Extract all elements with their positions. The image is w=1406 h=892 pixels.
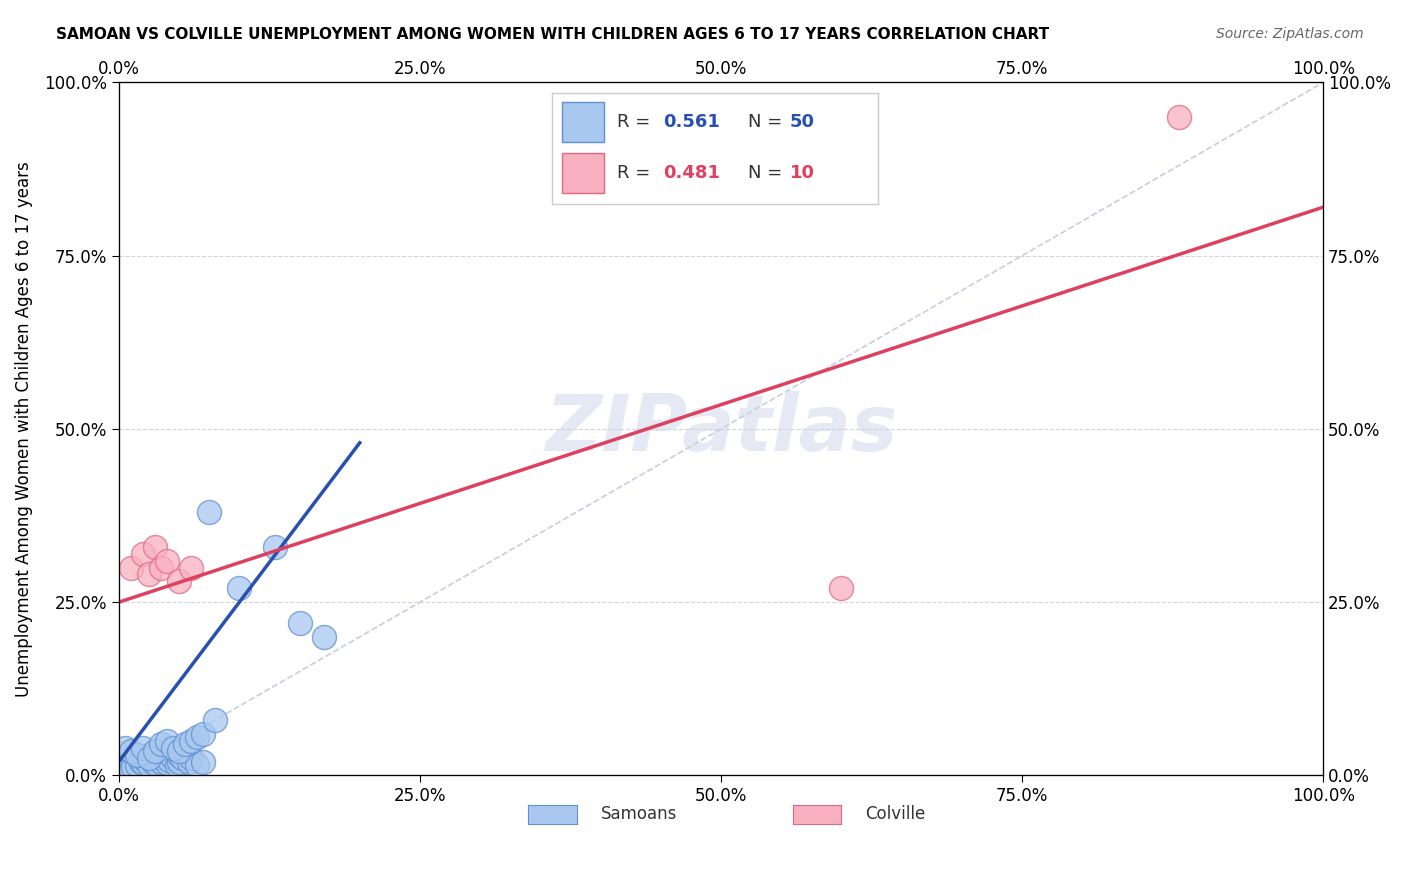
Point — [830, 582, 852, 596]
Text: SAMOAN VS COLVILLE UNEMPLOYMENT AMONG WOMEN WITH CHILDREN AGES 6 TO 17 YEARS COR: SAMOAN VS COLVILLE UNEMPLOYMENT AMONG WO… — [56, 27, 1049, 42]
Point — [198, 505, 221, 519]
Point — [153, 751, 176, 765]
Y-axis label: Unemployment Among Women with Children Ages 6 to 17 years: Unemployment Among Women with Children A… — [15, 161, 32, 697]
Point — [122, 760, 145, 774]
Point — [150, 560, 173, 574]
Point — [120, 560, 142, 574]
Point — [125, 747, 148, 762]
Point — [117, 762, 139, 776]
Text: Source: ZipAtlas.com: Source: ZipAtlas.com — [1216, 27, 1364, 41]
Point — [204, 713, 226, 727]
Point — [174, 737, 197, 751]
Text: ZIPatlas: ZIPatlas — [546, 391, 897, 467]
Point — [167, 755, 190, 769]
Point — [142, 755, 165, 769]
Point — [120, 744, 142, 758]
Point — [177, 755, 200, 769]
Point — [125, 758, 148, 772]
Point — [186, 758, 208, 772]
Point — [1167, 110, 1189, 124]
Point — [193, 727, 215, 741]
Point — [138, 567, 160, 582]
Point — [264, 540, 287, 554]
Point — [166, 758, 188, 772]
Point — [312, 630, 335, 644]
Point — [167, 574, 190, 589]
Point — [159, 753, 181, 767]
Point — [138, 751, 160, 765]
Point — [156, 747, 179, 762]
Point — [138, 758, 160, 772]
Point — [167, 747, 190, 762]
Point — [132, 547, 155, 561]
Point — [134, 753, 156, 767]
Text: Colville: Colville — [866, 805, 925, 822]
Point — [180, 751, 202, 765]
Point — [143, 744, 166, 758]
Point — [174, 744, 197, 758]
Point — [180, 560, 202, 574]
Point — [162, 740, 184, 755]
Point — [170, 751, 193, 765]
Point — [180, 733, 202, 747]
Point — [138, 747, 160, 762]
Point — [156, 733, 179, 747]
Point — [162, 751, 184, 765]
Point — [150, 755, 173, 769]
Point — [132, 740, 155, 755]
Point — [146, 758, 169, 772]
Point — [167, 744, 190, 758]
Point — [132, 756, 155, 770]
Point — [143, 540, 166, 554]
Point — [288, 615, 311, 630]
Point — [143, 751, 166, 765]
Point — [156, 553, 179, 567]
Point — [186, 731, 208, 745]
Point — [156, 756, 179, 770]
Point — [228, 582, 250, 596]
Point — [129, 755, 152, 769]
Point — [114, 740, 136, 755]
Point — [132, 751, 155, 765]
Point — [120, 763, 142, 777]
Point — [143, 744, 166, 758]
Point — [114, 764, 136, 779]
Point — [150, 737, 173, 751]
Point — [193, 755, 215, 769]
Text: Samoans: Samoans — [600, 805, 676, 822]
